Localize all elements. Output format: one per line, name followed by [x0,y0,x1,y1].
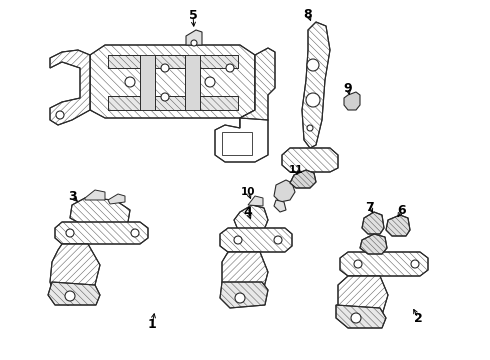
Polygon shape [50,244,100,305]
Polygon shape [215,118,268,162]
Text: 9: 9 [343,81,352,95]
Polygon shape [108,55,238,68]
Polygon shape [248,196,263,206]
Circle shape [191,40,197,46]
Polygon shape [240,48,275,128]
Polygon shape [140,55,155,110]
Text: 11: 11 [289,165,303,175]
Polygon shape [222,252,268,305]
Polygon shape [344,92,360,110]
Circle shape [66,229,74,237]
Circle shape [351,313,361,323]
Text: 5: 5 [189,9,197,22]
Polygon shape [336,305,386,328]
Circle shape [354,260,362,268]
Polygon shape [338,276,388,326]
Text: 7: 7 [366,201,374,213]
Circle shape [234,236,242,244]
Polygon shape [282,148,338,172]
Polygon shape [108,194,125,204]
Polygon shape [274,200,286,212]
Circle shape [56,111,64,119]
Polygon shape [85,190,105,200]
Circle shape [274,236,282,244]
Polygon shape [360,234,387,254]
Polygon shape [222,132,252,155]
Text: 10: 10 [241,187,255,197]
Polygon shape [234,205,268,234]
Polygon shape [386,215,410,236]
Text: 3: 3 [68,189,76,202]
Polygon shape [362,212,384,234]
Circle shape [226,64,234,72]
Polygon shape [220,282,268,308]
Polygon shape [302,22,330,148]
Circle shape [131,229,139,237]
Polygon shape [55,222,148,244]
Circle shape [161,64,169,72]
Circle shape [161,93,169,101]
Polygon shape [108,96,238,110]
Polygon shape [90,45,255,118]
Text: 4: 4 [244,206,252,219]
Polygon shape [185,55,200,110]
Text: 6: 6 [398,203,406,216]
Circle shape [235,293,245,303]
Circle shape [307,125,313,131]
Polygon shape [70,198,130,228]
Circle shape [307,59,319,71]
Polygon shape [340,252,428,276]
Text: 8: 8 [304,8,312,21]
Circle shape [65,291,75,301]
Polygon shape [186,30,202,45]
Polygon shape [290,170,316,188]
Text: 2: 2 [414,311,422,324]
Polygon shape [50,50,90,125]
Circle shape [205,77,215,87]
Circle shape [411,260,419,268]
Circle shape [306,93,320,107]
Text: 1: 1 [147,319,156,332]
Polygon shape [220,228,292,252]
Circle shape [125,77,135,87]
Polygon shape [274,180,295,202]
Polygon shape [48,282,100,305]
